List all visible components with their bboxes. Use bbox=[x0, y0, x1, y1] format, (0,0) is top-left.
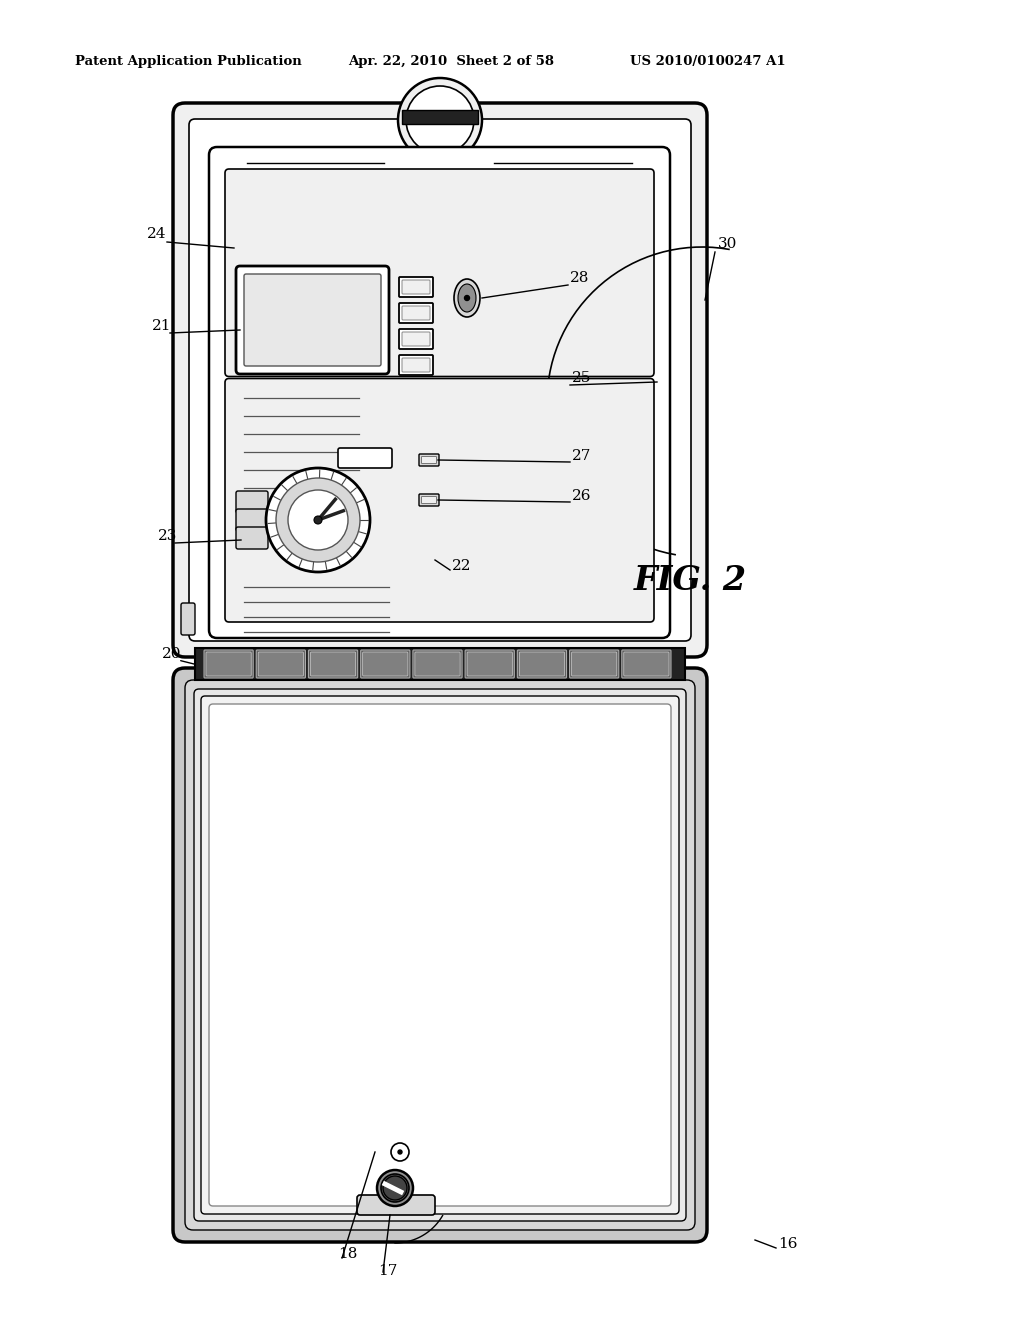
FancyBboxPatch shape bbox=[399, 329, 433, 348]
FancyBboxPatch shape bbox=[422, 457, 436, 463]
FancyBboxPatch shape bbox=[206, 652, 251, 676]
Circle shape bbox=[383, 1176, 407, 1200]
Text: Patent Application Publication: Patent Application Publication bbox=[75, 55, 302, 69]
FancyBboxPatch shape bbox=[204, 649, 253, 678]
Circle shape bbox=[398, 1150, 402, 1154]
FancyBboxPatch shape bbox=[308, 649, 357, 678]
Text: 23: 23 bbox=[158, 529, 177, 543]
FancyBboxPatch shape bbox=[402, 280, 430, 294]
FancyBboxPatch shape bbox=[201, 696, 679, 1214]
FancyBboxPatch shape bbox=[338, 447, 392, 469]
Text: 24: 24 bbox=[147, 227, 167, 242]
Circle shape bbox=[391, 1143, 409, 1162]
Ellipse shape bbox=[458, 284, 476, 312]
FancyBboxPatch shape bbox=[402, 358, 430, 372]
FancyBboxPatch shape bbox=[402, 306, 430, 319]
Text: US 2010/0100247 A1: US 2010/0100247 A1 bbox=[630, 55, 785, 69]
Circle shape bbox=[377, 1170, 413, 1206]
FancyBboxPatch shape bbox=[360, 649, 410, 678]
FancyBboxPatch shape bbox=[622, 649, 671, 678]
Circle shape bbox=[398, 78, 482, 162]
Circle shape bbox=[406, 86, 474, 154]
Text: 21: 21 bbox=[152, 319, 171, 333]
Text: 28: 28 bbox=[570, 271, 590, 285]
FancyBboxPatch shape bbox=[362, 652, 408, 676]
FancyBboxPatch shape bbox=[569, 649, 618, 678]
Text: 25: 25 bbox=[572, 371, 592, 385]
Ellipse shape bbox=[454, 279, 480, 317]
FancyBboxPatch shape bbox=[415, 652, 460, 676]
FancyBboxPatch shape bbox=[236, 510, 268, 531]
FancyBboxPatch shape bbox=[256, 649, 305, 678]
Circle shape bbox=[266, 469, 370, 572]
Text: 20: 20 bbox=[162, 647, 181, 661]
FancyBboxPatch shape bbox=[310, 652, 355, 676]
Text: 27: 27 bbox=[572, 449, 592, 463]
FancyBboxPatch shape bbox=[624, 652, 669, 676]
Text: FIG. 2: FIG. 2 bbox=[634, 564, 748, 597]
Text: 22: 22 bbox=[452, 558, 471, 573]
FancyBboxPatch shape bbox=[422, 496, 436, 503]
Bar bbox=[402, 110, 478, 124]
FancyBboxPatch shape bbox=[209, 704, 671, 1206]
Text: Apr. 22, 2010  Sheet 2 of 58: Apr. 22, 2010 Sheet 2 of 58 bbox=[348, 55, 554, 69]
FancyBboxPatch shape bbox=[467, 652, 512, 676]
FancyBboxPatch shape bbox=[225, 379, 654, 622]
FancyBboxPatch shape bbox=[571, 652, 616, 676]
Bar bbox=[195, 648, 685, 680]
Circle shape bbox=[465, 296, 469, 301]
FancyBboxPatch shape bbox=[465, 649, 514, 678]
FancyBboxPatch shape bbox=[209, 147, 670, 638]
FancyBboxPatch shape bbox=[413, 649, 462, 678]
Circle shape bbox=[288, 490, 348, 550]
FancyBboxPatch shape bbox=[419, 454, 439, 466]
Circle shape bbox=[314, 516, 322, 524]
Text: 30: 30 bbox=[718, 238, 737, 251]
FancyBboxPatch shape bbox=[209, 704, 671, 1206]
FancyBboxPatch shape bbox=[244, 275, 381, 366]
FancyBboxPatch shape bbox=[173, 103, 707, 657]
FancyBboxPatch shape bbox=[517, 649, 566, 678]
FancyBboxPatch shape bbox=[399, 277, 433, 297]
FancyBboxPatch shape bbox=[236, 267, 389, 374]
Text: 26: 26 bbox=[572, 488, 592, 503]
FancyBboxPatch shape bbox=[402, 333, 430, 346]
FancyBboxPatch shape bbox=[236, 527, 268, 549]
Text: 18: 18 bbox=[338, 1247, 357, 1261]
FancyBboxPatch shape bbox=[236, 491, 268, 513]
FancyBboxPatch shape bbox=[419, 494, 439, 506]
FancyBboxPatch shape bbox=[189, 119, 691, 642]
FancyBboxPatch shape bbox=[357, 1195, 435, 1214]
FancyBboxPatch shape bbox=[258, 652, 303, 676]
Text: 16: 16 bbox=[778, 1237, 798, 1251]
FancyBboxPatch shape bbox=[181, 603, 195, 635]
FancyBboxPatch shape bbox=[194, 689, 686, 1221]
Circle shape bbox=[276, 478, 360, 562]
FancyBboxPatch shape bbox=[185, 680, 695, 1230]
FancyBboxPatch shape bbox=[173, 668, 707, 1242]
Text: 17: 17 bbox=[378, 1265, 397, 1278]
FancyBboxPatch shape bbox=[225, 169, 654, 376]
FancyBboxPatch shape bbox=[399, 304, 433, 323]
Circle shape bbox=[381, 1173, 409, 1203]
FancyBboxPatch shape bbox=[519, 652, 564, 676]
FancyBboxPatch shape bbox=[399, 355, 433, 375]
